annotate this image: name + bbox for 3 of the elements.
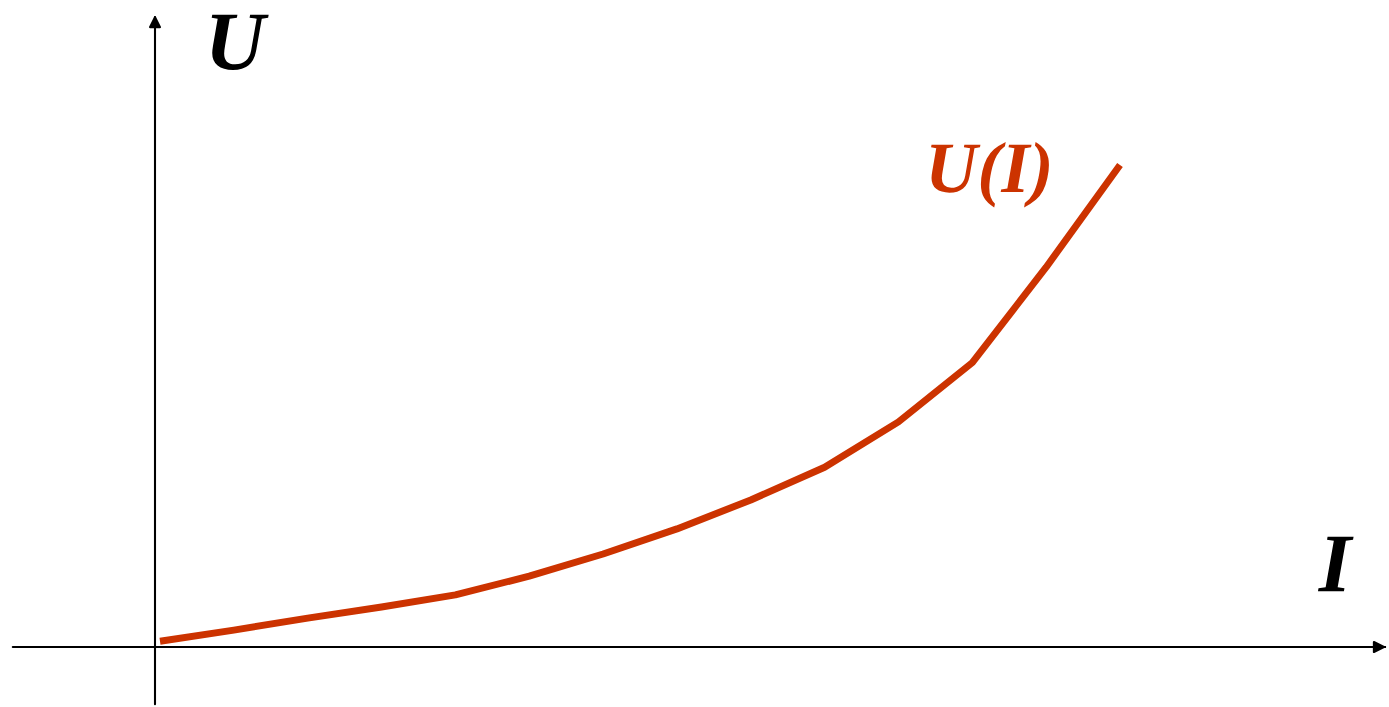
y-axis-title: U — [211, 14, 269, 71]
x-axis-title: I — [1317, 536, 1354, 592]
series-label: U(I) — [931, 141, 1049, 208]
